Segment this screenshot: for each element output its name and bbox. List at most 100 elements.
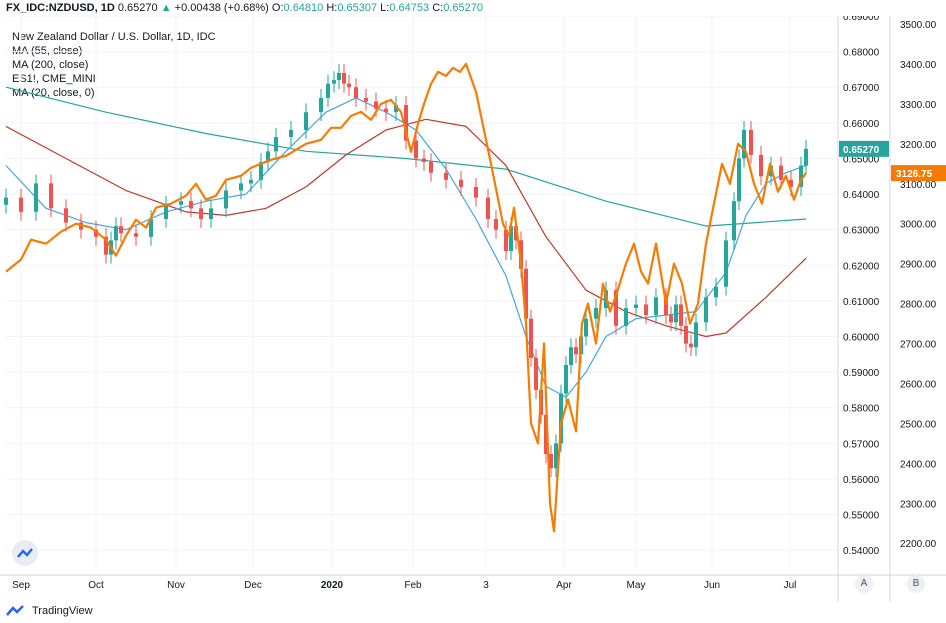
open-value: 0.64810 (283, 2, 324, 14)
candle (654, 297, 658, 316)
y-tick-left: 0.68000 (843, 48, 880, 59)
candle (779, 165, 783, 180)
change-arrow-icon: ▲ (160, 2, 172, 14)
candle (422, 158, 426, 163)
y-tick-left: 0.65000 (843, 154, 880, 165)
x-tick: May (627, 580, 646, 591)
candle (189, 201, 193, 209)
axes: 0.69000 0.68000 0.67000 0.66000 0.65000 0.640… (0, 16, 946, 602)
candle (689, 343, 693, 348)
close-value: 0.65270 (443, 2, 483, 14)
y-tick-right: 3200.00 (900, 140, 937, 151)
es-path (5, 62, 807, 533)
y-tick-left: 0.56000 (843, 475, 880, 486)
candle (664, 297, 668, 316)
candle (289, 129, 293, 138)
scale-b-button[interactable]: B (907, 575, 925, 593)
candle (644, 304, 648, 316)
y-tick-left: 0.62000 (843, 261, 880, 272)
candle (804, 148, 808, 166)
candle (494, 218, 498, 230)
price-change: +0.00438 (+0.68%) (174, 2, 269, 14)
candle (414, 140, 418, 159)
candle (669, 315, 673, 323)
y-tick-left: 0.61000 (843, 297, 880, 308)
candle (679, 304, 683, 326)
candle (724, 240, 728, 287)
candle (337, 72, 341, 81)
ma20-line (5, 97, 807, 398)
legend-es[interactable]: ES1!, CME_MINI (12, 73, 96, 85)
candle (64, 208, 68, 223)
auto-scale-button[interactable]: A (855, 575, 873, 593)
candle (704, 297, 708, 323)
candle (559, 393, 563, 444)
candle (614, 290, 618, 326)
es-last-tag (891, 165, 946, 182)
legend-ma20[interactable]: MA (20, close, 0) (12, 87, 95, 99)
high-value: 0.65307 (337, 2, 378, 14)
candle (199, 208, 203, 219)
y-tick-right: 2500.00 (900, 419, 937, 430)
y-tick-left: 0.64000 (843, 190, 880, 201)
candle (104, 236, 108, 255)
candle (444, 172, 448, 180)
x-tick: Feb (404, 580, 422, 591)
candle (94, 229, 98, 237)
symbol-label: FX_IDC:NZDUSD, 1D (6, 2, 115, 14)
last-price-tag (839, 140, 889, 157)
candle (694, 322, 698, 348)
candle (544, 414, 548, 455)
y-tick-left: 0.59000 (843, 368, 880, 379)
candle (674, 304, 678, 323)
candle (529, 318, 533, 358)
y-tick-right: 2900.00 (900, 260, 937, 271)
candle (114, 226, 118, 241)
candle (149, 218, 153, 237)
x-tick: Oct (88, 580, 104, 591)
ma20-path (5, 97, 807, 398)
candle (564, 365, 568, 394)
footer: TradingView (6, 605, 93, 617)
y-tick-left: 0.55000 (843, 511, 880, 522)
y-tick-left: 0.54000 (843, 546, 880, 557)
legend-ma200[interactable]: MA (200, close) (12, 59, 89, 71)
candle (274, 137, 278, 152)
legend-ma55[interactable]: MA (55, close) (12, 45, 83, 57)
candle (249, 179, 253, 184)
candle (332, 80, 336, 84)
brand-name: TradingView (32, 605, 93, 617)
candle (569, 347, 573, 366)
last-price-label: 0.65270 (843, 145, 880, 156)
candle (119, 226, 123, 234)
candle (326, 83, 330, 98)
candle (594, 308, 598, 319)
candle (789, 179, 793, 187)
y-tick-right: 2800.00 (900, 300, 937, 311)
candle (732, 201, 736, 241)
tradingview-logo-icon[interactable] (12, 540, 38, 566)
y-tick-left: 0.57000 (843, 439, 880, 450)
y-tick-right: 2300.00 (900, 499, 937, 510)
candle (304, 112, 308, 130)
chart-header: FX_IDC:NZDUSD, 1D 0.65270 ▲ +0.00438 (+0… (6, 2, 483, 14)
candle (737, 158, 741, 202)
candle (504, 229, 508, 252)
candle (749, 129, 753, 155)
candle (394, 105, 398, 113)
price-chart[interactable]: 0.69000 0.68000 0.67000 0.66000 0.65000 0.640… (0, 16, 946, 602)
candle (459, 179, 463, 187)
x-tick: 2020 (321, 580, 344, 591)
candle (4, 197, 8, 205)
candle (179, 201, 183, 205)
y-tick-right: 2700.00 (900, 340, 937, 351)
es-last-label: 3126.75 (896, 169, 933, 180)
candle (164, 204, 168, 219)
y-tick-left: 0.66000 (843, 119, 880, 130)
candle (429, 162, 433, 173)
candle (374, 101, 378, 109)
candle (224, 190, 228, 209)
candle (342, 72, 346, 84)
candle (239, 183, 243, 191)
x-tick: Jul (784, 580, 797, 591)
